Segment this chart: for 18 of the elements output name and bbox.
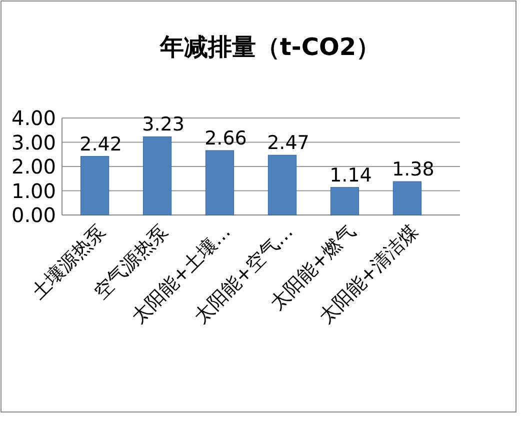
data-label: 1.38 (392, 158, 434, 181)
data-label: 1.14 (330, 164, 372, 186)
data-label: 2.66 (204, 127, 247, 150)
y-tick-label: 4.00 (11, 106, 56, 130)
y-tick-label: 1.00 (11, 178, 56, 203)
data-label: 2.47 (267, 132, 310, 154)
y-tick-label: 2.00 (11, 154, 56, 178)
bar (205, 150, 234, 216)
bar (392, 181, 422, 216)
bar (268, 154, 297, 216)
chart-title: 年减排量（t-CO2） (158, 33, 380, 61)
data-label: 3.23 (142, 114, 184, 136)
bar (80, 156, 110, 216)
bar (330, 187, 360, 216)
y-tick-label: 3.00 (11, 130, 56, 154)
y-tick-label: 0.00 (11, 203, 56, 227)
data-label: 2.42 (80, 133, 122, 156)
bar (142, 136, 172, 216)
